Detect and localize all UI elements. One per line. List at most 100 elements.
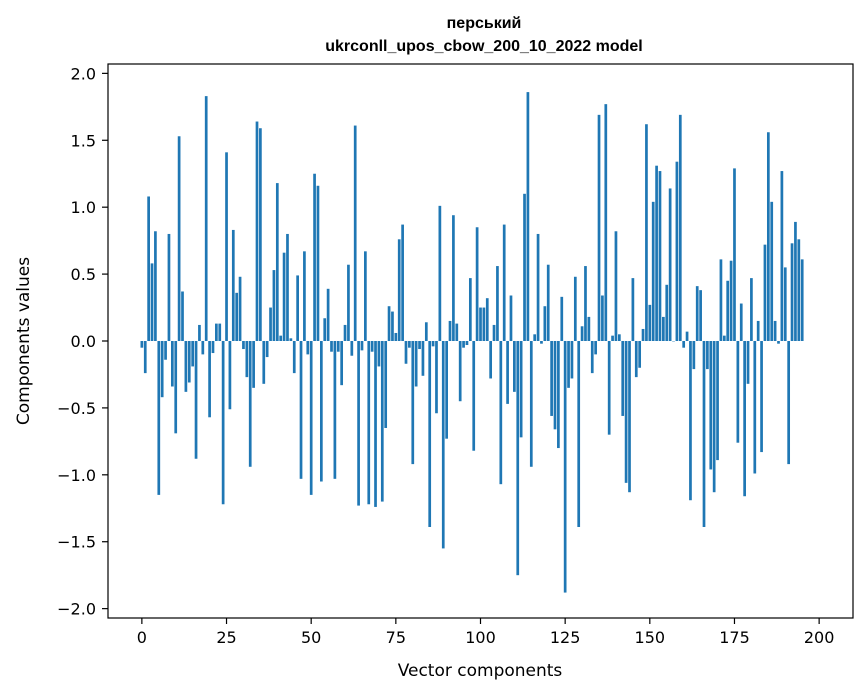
bar-66 — [364, 251, 367, 341]
bar-3 — [150, 263, 154, 341]
bar-120 — [546, 264, 550, 341]
bar-117 — [536, 233, 540, 341]
bar-29 — [238, 276, 242, 341]
bar-163 — [692, 341, 696, 370]
bar-106 — [499, 341, 503, 485]
bar-61 — [347, 264, 350, 341]
bar-38 — [269, 307, 272, 341]
bar-0 — [140, 341, 144, 348]
x-tick-label: 0 — [137, 628, 147, 647]
bar-42 — [282, 252, 286, 341]
bar-69 — [374, 341, 377, 507]
bar-118 — [540, 341, 543, 344]
bar-30 — [242, 341, 245, 350]
bar-132 — [587, 316, 591, 341]
bar-32 — [248, 341, 252, 467]
bar-159 — [678, 114, 682, 341]
bar-170 — [716, 341, 719, 461]
bar-123 — [557, 341, 560, 449]
bar-52 — [316, 185, 320, 341]
bar-56 — [330, 341, 333, 352]
bar-154 — [662, 316, 665, 341]
bar-145 — [631, 278, 635, 341]
bar-173 — [726, 280, 730, 341]
bar-71 — [380, 341, 384, 502]
bar-34 — [255, 121, 259, 341]
bar-54 — [323, 318, 327, 341]
bar-137 — [604, 104, 608, 341]
bar-155 — [665, 284, 669, 341]
bar-89 — [441, 341, 445, 549]
bar-46 — [296, 275, 299, 341]
bar-194 — [797, 239, 801, 341]
bar-186 — [770, 201, 774, 341]
bar-141 — [617, 334, 621, 341]
y-tick-label: −1.5 — [57, 533, 96, 552]
bar-125 — [563, 341, 567, 593]
bar-39 — [272, 270, 276, 341]
bar-4 — [154, 231, 157, 341]
x-axis-ticks: 0 25 50 75 100 125 150 175 200 — [137, 618, 835, 647]
bar-136 — [601, 295, 604, 341]
plot-frame — [107, 63, 854, 619]
bar-1 — [143, 341, 147, 374]
bar-84 — [424, 322, 428, 341]
bar-187 — [773, 320, 777, 341]
bar-167 — [706, 341, 709, 370]
bar-81 — [414, 341, 418, 387]
bar-83 — [421, 341, 425, 376]
bar-161 — [685, 331, 689, 341]
bar-178 — [743, 341, 746, 497]
bar-147 — [638, 341, 642, 368]
bar-191 — [787, 341, 791, 465]
bar-116 — [533, 334, 537, 341]
bar-175 — [733, 168, 736, 341]
bar-171 — [719, 259, 723, 341]
bar-75 — [394, 332, 398, 341]
y-axis-ticks: −2.0 −1.5 −1.0 −0.5 0.0 0.5 1.0 1.5 2.0 — [57, 64, 108, 619]
bar-162 — [689, 341, 692, 501]
bar-5 — [157, 341, 161, 495]
bar-31 — [245, 341, 249, 378]
bar-24 — [221, 341, 225, 505]
bar-107 — [502, 224, 506, 341]
bar-156 — [668, 188, 672, 341]
bar-139 — [611, 335, 614, 341]
bar-164 — [695, 286, 699, 341]
bar-192 — [790, 243, 794, 341]
bar-67 — [367, 341, 371, 505]
bar-22 — [215, 323, 218, 341]
bar-114 — [526, 92, 530, 341]
x-axis-label: Vector components — [398, 661, 563, 681]
bar-99 — [475, 227, 479, 341]
x-tick-label: 100 — [465, 628, 496, 647]
bar-115 — [529, 341, 533, 467]
bar-16 — [194, 341, 198, 459]
bar-15 — [191, 341, 195, 367]
x-tick-label: 200 — [804, 628, 835, 647]
bar-18 — [201, 341, 205, 355]
bar-48 — [303, 251, 306, 341]
bar-143 — [624, 341, 628, 483]
bar-47 — [299, 341, 303, 479]
bar-188 — [777, 341, 780, 344]
bar-90 — [445, 341, 448, 439]
bar-2 — [147, 196, 150, 341]
bar-149 — [645, 124, 648, 341]
bar-103 — [489, 341, 493, 379]
y-axis-label: Components values — [14, 257, 34, 425]
bar-185 — [766, 132, 770, 341]
y-tick-label: 0.5 — [71, 265, 96, 284]
bar-183 — [760, 341, 763, 453]
bar-151 — [651, 201, 655, 341]
bar-179 — [746, 341, 750, 384]
bar-133 — [590, 341, 594, 374]
bar-134 — [594, 341, 597, 355]
bar-21 — [211, 341, 215, 354]
bar-153 — [658, 171, 662, 341]
bar-104 — [492, 324, 496, 341]
bar-12 — [181, 291, 184, 341]
bar-97 — [468, 278, 472, 341]
bars-group — [140, 92, 804, 593]
bar-62 — [350, 341, 354, 356]
